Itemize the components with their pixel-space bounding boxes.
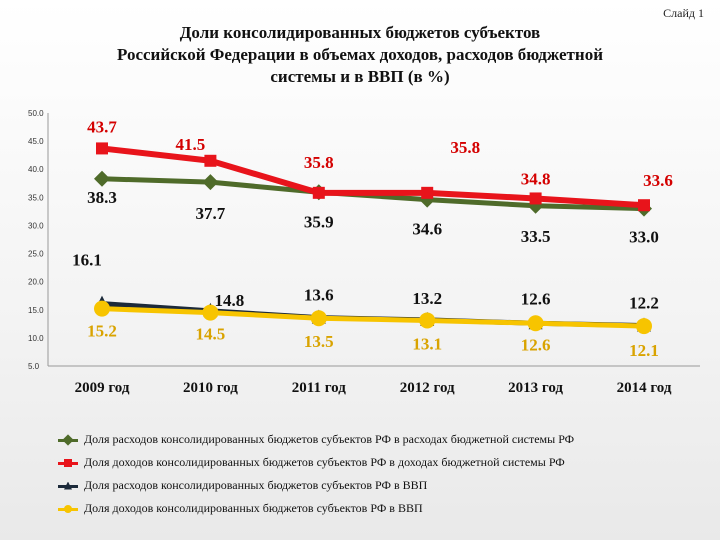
data-label: 13.5 bbox=[304, 332, 334, 351]
data-point bbox=[94, 300, 110, 317]
series-line bbox=[101, 145, 645, 209]
data-label: 14.8 bbox=[215, 291, 245, 310]
data-point bbox=[527, 315, 544, 332]
data-point bbox=[310, 310, 327, 327]
y-tick-label: 10.0 bbox=[28, 334, 44, 343]
x-tick-label: 2013 год bbox=[508, 380, 563, 396]
data-label: 35.8 bbox=[450, 138, 480, 157]
legend-item: Доля расходов консолидированных бюджетов… bbox=[58, 428, 698, 451]
legend-label: Доля расходов консолидированных бюджетов… bbox=[84, 432, 575, 446]
data-point bbox=[202, 174, 219, 191]
data-point bbox=[636, 318, 652, 335]
legend-label: Доля доходов консолидированных бюджетов … bbox=[84, 455, 565, 469]
legend-label: Доля расходов консолидированных бюджетов… bbox=[84, 478, 428, 492]
data-label: 33.6 bbox=[643, 171, 673, 190]
data-label: 43.7 bbox=[87, 117, 117, 136]
legend-swatch bbox=[58, 457, 78, 469]
y-tick-label: 50.0 bbox=[28, 109, 44, 118]
x-tick-label: 2010 год bbox=[183, 380, 238, 396]
data-point bbox=[94, 170, 110, 187]
data-point bbox=[529, 192, 542, 205]
data-label: 33.0 bbox=[629, 228, 659, 247]
x-tick-label: 2009 год bbox=[75, 380, 130, 396]
legend-item: Доля расходов консолидированных бюджетов… bbox=[58, 474, 698, 497]
data-label: 33.5 bbox=[521, 227, 551, 246]
chart-legend: Доля расходов консолидированных бюджетов… bbox=[58, 428, 698, 520]
data-label: 16.1 bbox=[72, 251, 102, 270]
data-label: 41.5 bbox=[176, 135, 206, 154]
data-label: 14.5 bbox=[196, 325, 226, 344]
data-point bbox=[421, 186, 434, 199]
data-label: 13.6 bbox=[304, 286, 334, 305]
slide-label: Слайд 1 bbox=[663, 6, 704, 20]
y-tick-label: 30.0 bbox=[28, 221, 44, 230]
data-label: 34.8 bbox=[521, 169, 551, 188]
x-tick-label: 2012 год bbox=[400, 380, 455, 396]
data-label: 37.7 bbox=[196, 204, 226, 223]
line-chart: 5.0 10.0 15.0 20.0 25.0 30.0 35.0 40.0 45.0 50.0 2… bbox=[28, 109, 700, 396]
data-label: 34.6 bbox=[412, 220, 442, 239]
series-line bbox=[101, 306, 645, 329]
title-line-3: системы и в ВВП (в %) bbox=[270, 67, 450, 86]
data-point bbox=[312, 186, 325, 199]
data-label: 35.8 bbox=[304, 153, 334, 172]
chart-title: Доли консолидированных бюджетов субъекто… bbox=[0, 22, 720, 88]
series-line bbox=[101, 176, 645, 212]
data-label: 35.9 bbox=[304, 212, 334, 231]
data-label: 13.2 bbox=[412, 289, 442, 308]
title-line-1: Доли консолидированных бюджетов субъекто… bbox=[179, 23, 541, 42]
data-point bbox=[202, 304, 219, 321]
y-tick-label: 25.0 bbox=[28, 250, 44, 259]
data-label: 12.1 bbox=[629, 341, 659, 360]
data-label: 13.1 bbox=[412, 334, 442, 353]
data-label: 38.3 bbox=[87, 188, 117, 207]
y-tick-label: 5.0 bbox=[28, 362, 40, 371]
data-point bbox=[204, 154, 217, 167]
legend-label: Доля доходов консолидированных бюджетов … bbox=[84, 501, 423, 515]
title-line-2: Российской Федерации в объемах доходов, … bbox=[117, 45, 603, 64]
data-point bbox=[638, 199, 650, 212]
data-point bbox=[419, 312, 436, 329]
x-tick-label: 2011 год bbox=[292, 380, 346, 396]
data-label: 15.2 bbox=[87, 322, 117, 341]
legend-swatch bbox=[58, 503, 78, 515]
legend-swatch bbox=[58, 433, 78, 446]
y-tick-label: 40.0 bbox=[28, 165, 44, 174]
data-point bbox=[96, 142, 108, 155]
data-label: 12.2 bbox=[629, 294, 659, 313]
y-tick-label: 20.0 bbox=[28, 278, 44, 287]
data-label: 12.6 bbox=[521, 335, 551, 354]
legend-item: Доля доходов консолидированных бюджетов … bbox=[58, 497, 698, 520]
legend-item: Доля доходов консолидированных бюджетов … bbox=[58, 451, 698, 474]
y-tick-label: 35.0 bbox=[28, 193, 44, 202]
legend-swatch bbox=[58, 480, 78, 492]
data-label: 12.6 bbox=[521, 289, 551, 308]
y-tick-label: 45.0 bbox=[28, 137, 44, 146]
y-tick-label: 15.0 bbox=[28, 306, 44, 315]
x-tick-label: 2014 год bbox=[617, 380, 672, 396]
